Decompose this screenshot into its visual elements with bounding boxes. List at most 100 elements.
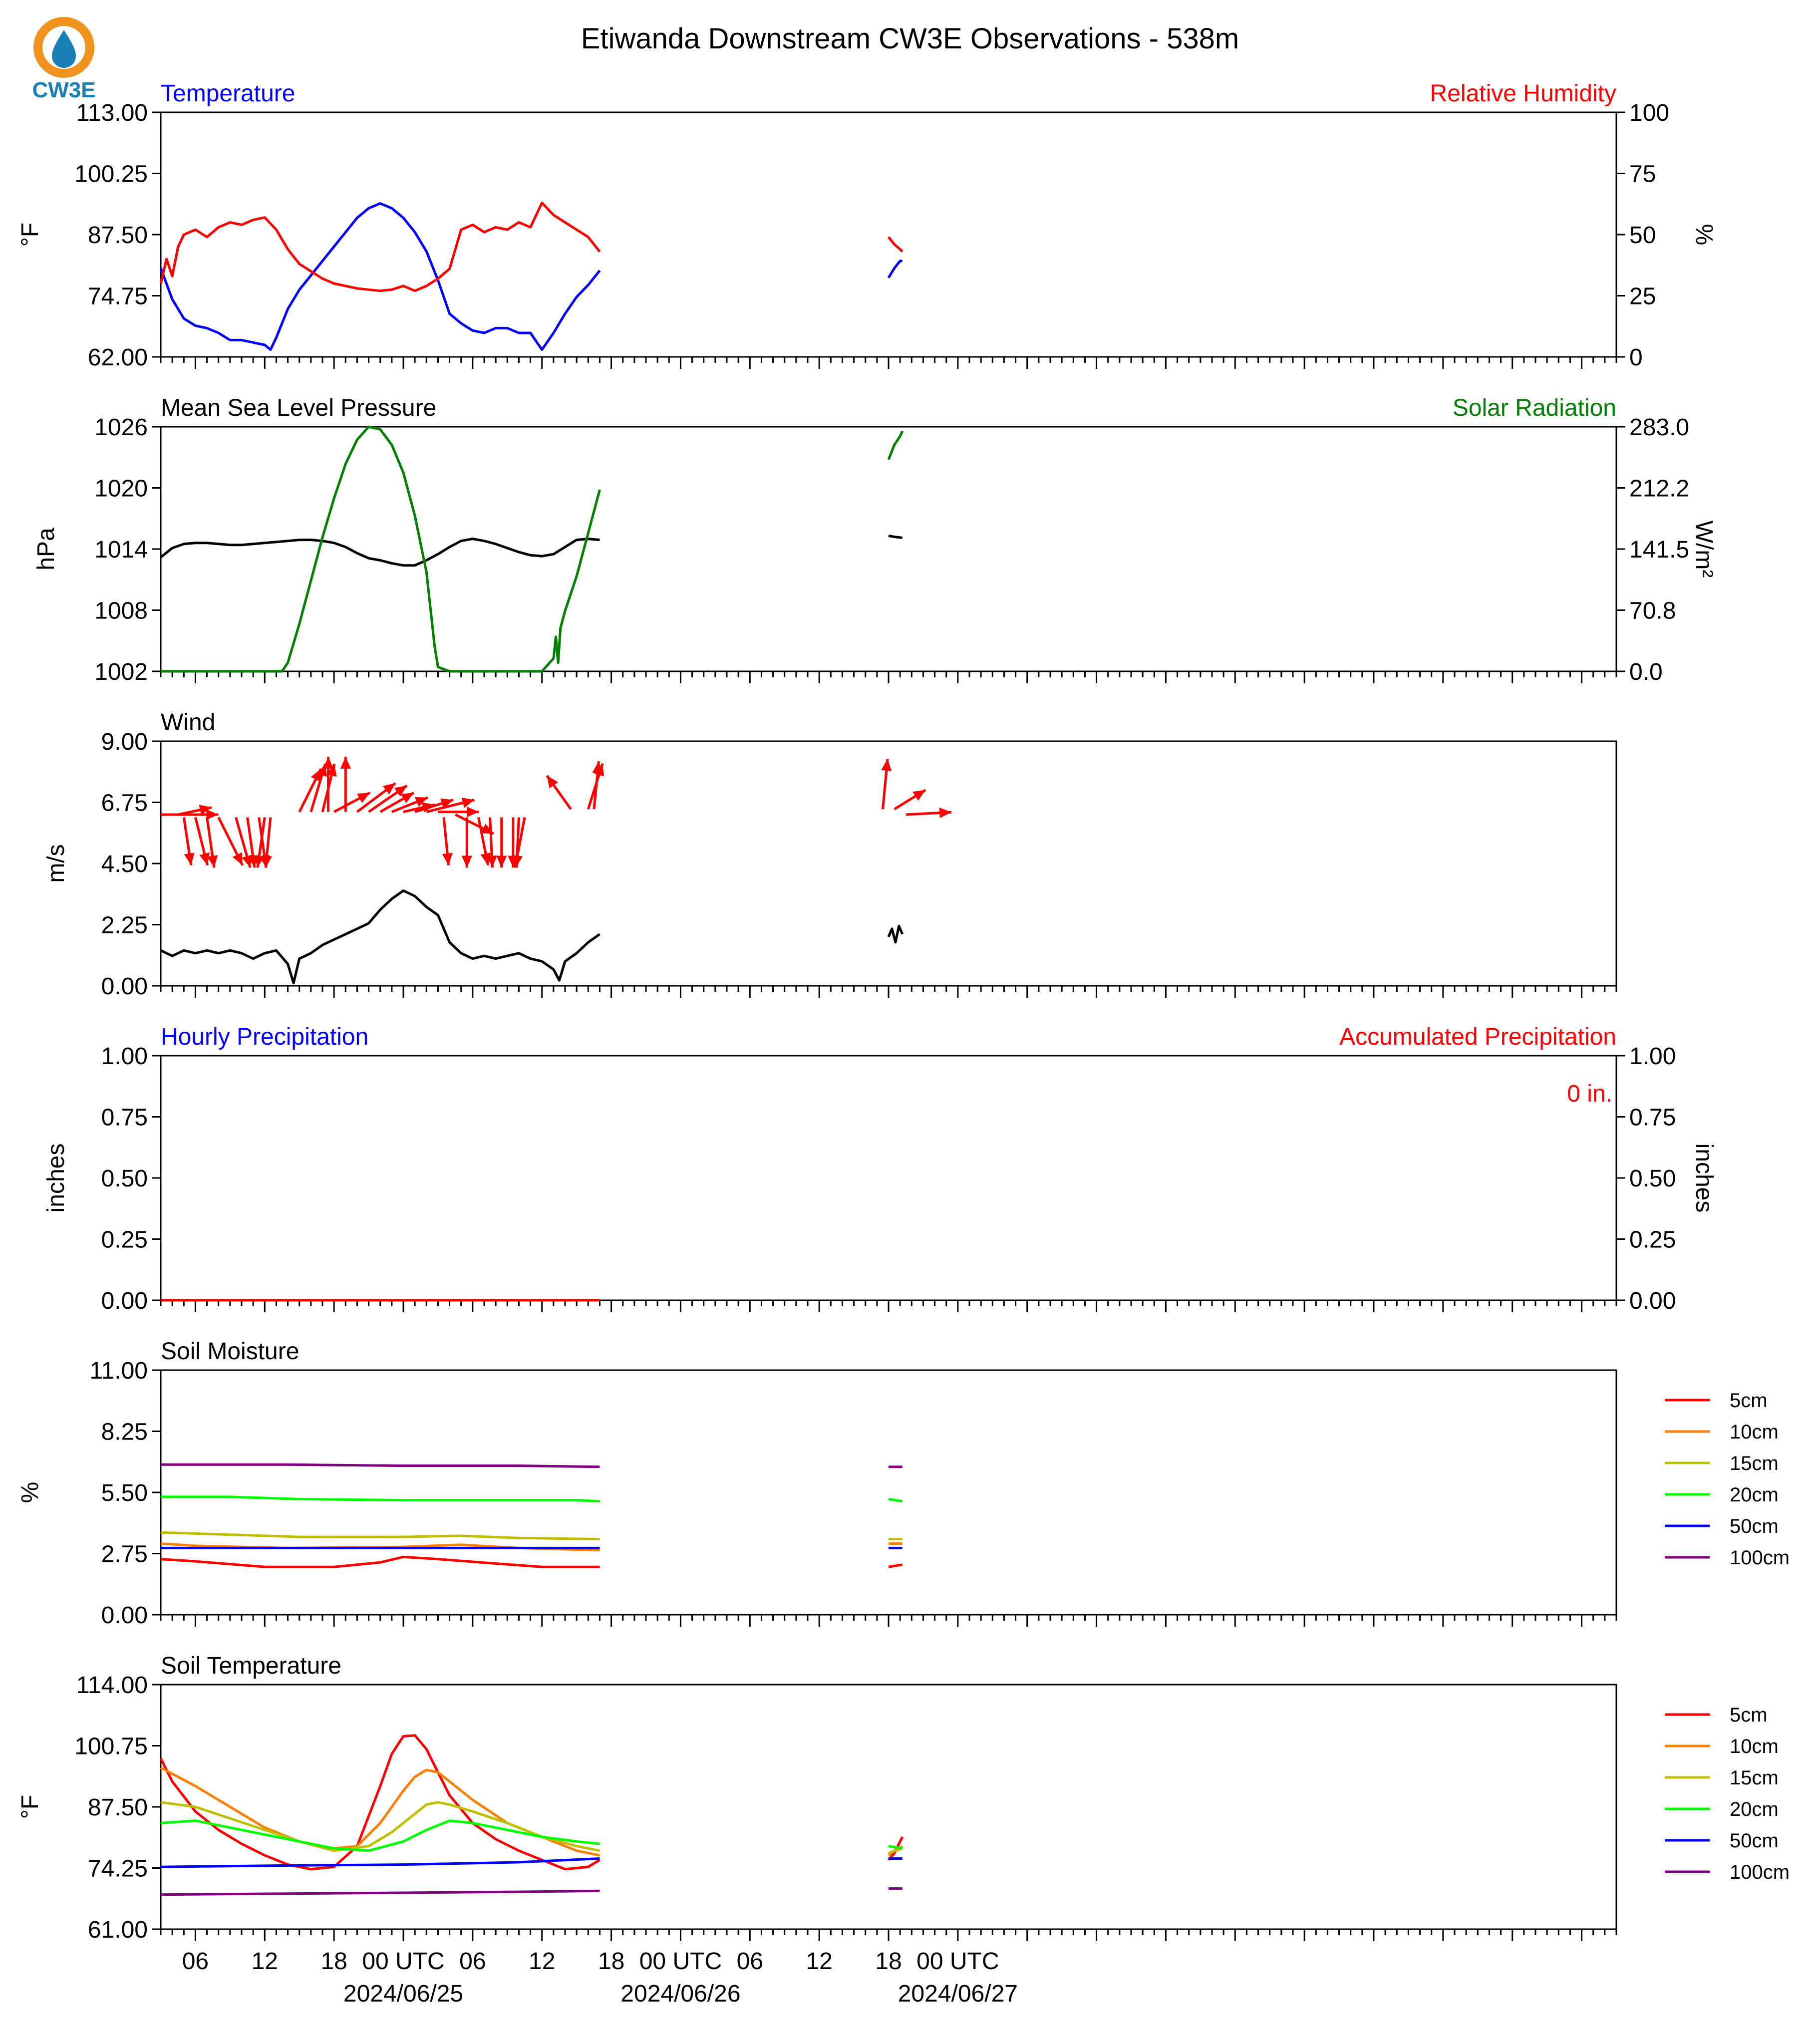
y-tick-label: 114.00 [76,1672,148,1699]
x-tick-label: 18 [598,1948,624,1975]
panel-title-left: Soil Moisture [161,1338,299,1365]
series-line-1 [161,425,601,673]
legend-label: 100cm [1730,1861,1790,1883]
wind-arrowhead [486,856,497,868]
y-axis-label-right: W/m² [1691,521,1717,578]
y-tick-label: 1026 [94,414,148,441]
plot-frame [160,111,1617,358]
legend-label: 5cm [1730,1704,1768,1726]
y-tick-label: 2.25 [101,912,148,939]
y-tick-label: 8.25 [101,1419,148,1446]
series-line-1 [887,924,904,944]
y-tick-label: 100.75 [74,1734,148,1760]
y-tick-label: 1014 [94,537,148,563]
y-tick-label: 1002 [94,659,148,685]
series-line-3 [887,430,904,460]
y-tick-label: 87.50 [88,222,148,249]
y-tick-label: 0.00 [101,1288,148,1314]
wind-arrowhead [480,853,491,866]
panel-title-left: Mean Sea Level Pressure [161,395,436,421]
legend-label: 20cm [1730,1484,1779,1506]
wind-arrowhead [382,783,396,795]
legend-label: 10cm [1730,1736,1779,1757]
y-tick-label: 87.50 [88,1794,148,1821]
y-axis-label: m/s [43,844,69,882]
wind-arrowhead [912,790,925,801]
legend-label: 50cm [1730,1515,1779,1537]
x-tick-label: 18 [875,1948,902,1975]
x-tick-label: 00 UTC [639,1948,722,1975]
y-right-tick-label: 1.00 [1629,1043,1676,1070]
wind-arrowhead [262,855,273,868]
legend-label: 20cm [1730,1798,1779,1820]
plot-frame [160,426,1617,672]
legend-label: 50cm [1730,1830,1779,1852]
logo-text: CW3E [32,78,95,102]
wind-arrowhead [232,852,243,866]
series-line-4 [160,1857,600,1868]
panel-pressure_solar: 1002 1008 1014 1020 1026 0.0 70.8 141.5 212.2 283… [33,395,1717,685]
wind-arrowhead [414,797,428,807]
y-tick-label: 2.75 [101,1541,148,1568]
panel-title-left: Hourly Precipitation [161,1024,368,1050]
y-tick-label: 5.50 [101,1480,148,1506]
x-date-label: 2024/06/26 [620,1981,740,2007]
y-axis-label: °F [17,1795,43,1819]
y-tick-label: 1.00 [101,1043,148,1070]
y-tick-label: 1020 [94,476,148,502]
series-line-3 [888,236,904,253]
x-tick-label: 12 [252,1948,278,1975]
wind-arrowhead [496,856,507,868]
y-right-tick-label: 0 [1629,344,1643,371]
panel-wind: 0.00 2.25 4.50 6.75 9.00 Wind m/s [43,709,1617,1000]
x-tick-label: 00 UTC [362,1948,444,1975]
y-right-tick-label: 0.25 [1629,1227,1676,1253]
series-line-2 [888,535,903,539]
y-tick-label: 0.75 [101,1105,148,1131]
logo-ring-icon [33,17,94,78]
y-tick-label: 61.00 [88,1917,148,1943]
y-tick-label: 11.00 [89,1358,148,1384]
y-axis-label: °F [17,223,43,247]
y-axis-label: hPa [33,528,59,571]
wind-arrowhead [207,855,218,868]
y-right-tick-label: 212.2 [1629,476,1689,502]
series-line-11 [888,1563,903,1568]
x-tick-label: 06 [737,1948,763,1975]
wind-arrowhead [357,793,370,803]
y-right-tick-label: 100 [1629,100,1669,126]
panel-precip: 0.00 0.25 0.50 0.75 1.00 0.00 0.25 0.50 0.75 1.00… [43,1024,1717,1314]
legend-label: 15cm [1730,1767,1779,1789]
y-right-tick-label: 0.50 [1629,1165,1676,1192]
y-tick-label: 0.00 [101,1602,148,1629]
wind-arrowhead [254,855,265,868]
panel-title-left: Soil Temperature [161,1653,341,1679]
y-right-tick-label: 0.0 [1629,659,1663,685]
y-axis-label: % [17,1482,43,1503]
x-tick-label: 12 [529,1948,555,1975]
y-axis-label-right: inches [1691,1144,1717,1213]
series-line-0 [160,538,600,567]
y-tick-label: 62.00 [88,344,148,371]
x-tick-label: 06 [459,1948,486,1975]
panel-temp_rh: 62.00 74.75 87.50 100.25 113.00 0 25 50 75 100 Tem… [17,80,1717,371]
y-tick-label: 74.75 [88,284,148,310]
x-tick-label: 18 [320,1948,347,1975]
legend-label: 5cm [1730,1390,1768,1412]
figure-title: Etiwanda Downstream CW3E Observations - … [581,22,1239,55]
panel-soil_moisture: 0.00 2.75 5.50 8.25 11.00 Soil Moisture% 5cm 10… [17,1338,1790,1629]
y-right-tick-label: 50 [1629,222,1656,249]
y-tick-label: 100.25 [74,161,148,188]
plot-frame [160,1055,1617,1301]
series-line-0 [161,1463,600,1468]
x-date-label: 2024/06/27 [898,1981,1018,2007]
x-tick-label: 00 UTC [916,1948,999,1975]
y-right-tick-label: 75 [1629,161,1656,188]
y-tick-label: 0.25 [101,1227,148,1253]
wind-arrowhead [461,856,472,868]
logo-drop-icon [52,30,76,68]
y-tick-label: 0.50 [101,1165,148,1192]
wind-arrowhead [547,775,558,789]
y-right-tick-label: 283.0 [1629,414,1689,441]
